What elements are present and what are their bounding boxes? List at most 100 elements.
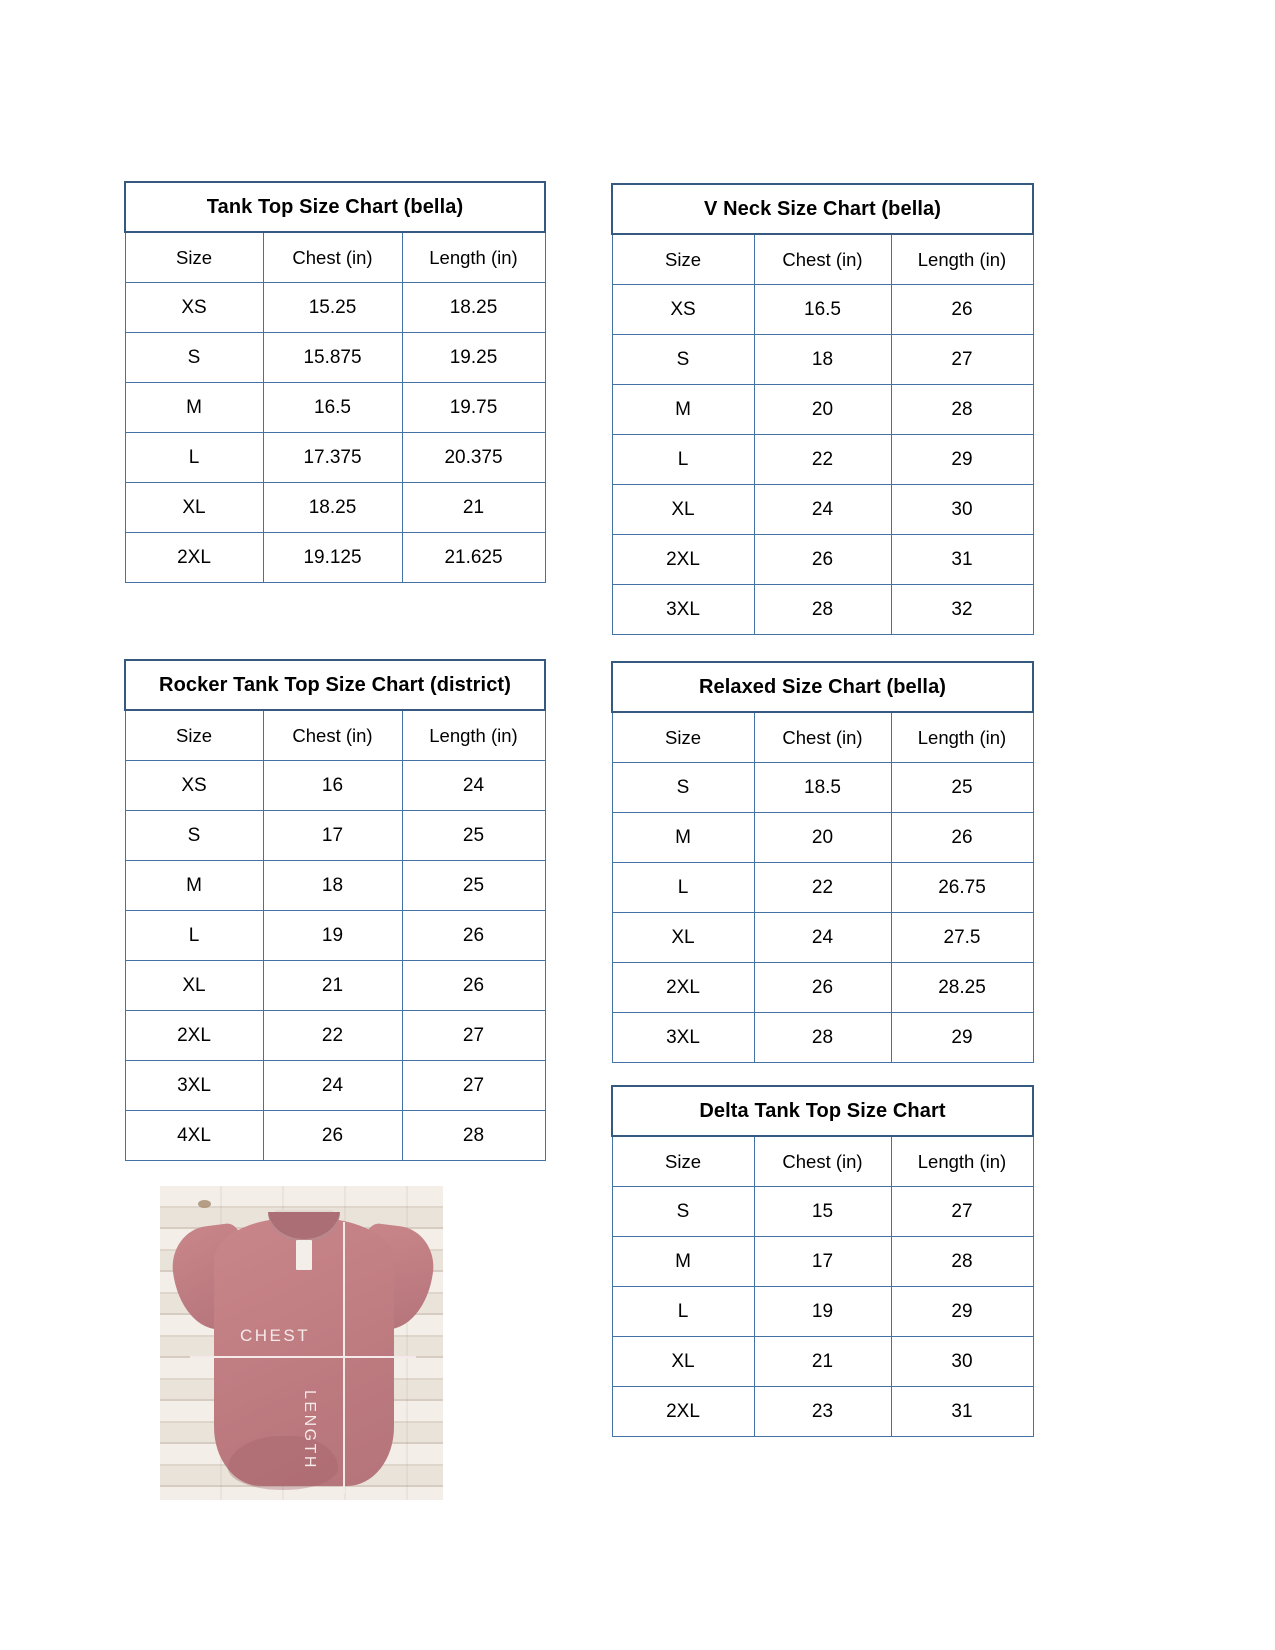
table-row: XS 16.5 26 — [611, 284, 1034, 335]
cell-chest: 18 — [262, 860, 403, 911]
table-row: XL 18.25 21 — [124, 482, 546, 533]
cell-length: 28.25 — [890, 962, 1034, 1013]
t-shirt-graphic: CHEST LENGTH — [167, 1204, 439, 1494]
cell-chest: 18.5 — [753, 762, 892, 813]
cell-chest: 22 — [753, 434, 892, 485]
table-row: XL 21 26 — [124, 960, 546, 1011]
table-row: L 19 29 — [611, 1286, 1034, 1337]
table-row: S 15.875 19.25 — [124, 332, 546, 383]
length-measure-label: LENGTH — [301, 1390, 318, 1470]
size-chart-v-neck: V Neck Size Chart (bella) Size Chest (in… — [611, 183, 1034, 635]
cell-length: 26 — [401, 960, 546, 1011]
size-chart-relaxed: Relaxed Size Chart (bella) Size Chest (i… — [611, 661, 1034, 1063]
column-header-size: Size — [124, 231, 264, 283]
chart-title: Delta Tank Top Size Chart — [611, 1085, 1034, 1137]
table-title-row: Tank Top Size Chart (bella) — [124, 181, 546, 233]
cell-size: M — [124, 382, 264, 433]
length-measure-line — [343, 1222, 345, 1494]
table-row: XL 24 30 — [611, 484, 1034, 535]
table-title-row: V Neck Size Chart (bella) — [611, 183, 1034, 235]
table-row: 3XL 28 32 — [611, 584, 1034, 635]
cell-size: 2XL — [611, 534, 755, 585]
cell-chest: 15.25 — [262, 282, 403, 333]
cell-chest: 26 — [753, 962, 892, 1013]
brand-tag — [296, 1240, 312, 1270]
cell-length: 19.75 — [401, 382, 546, 433]
cell-length: 32 — [890, 584, 1034, 635]
cell-length: 30 — [890, 1336, 1034, 1387]
column-header-length: Length (in) — [890, 711, 1034, 763]
cell-chest: 24 — [262, 1060, 403, 1111]
table-row: 2XL 26 28.25 — [611, 962, 1034, 1013]
cell-length: 31 — [890, 534, 1034, 585]
chest-measure-line — [190, 1356, 416, 1358]
cell-size: XL — [611, 484, 755, 535]
cell-chest: 24 — [753, 912, 892, 963]
column-header-length: Length (in) — [401, 231, 546, 283]
cell-size: XS — [124, 282, 264, 333]
cell-length: 29 — [890, 1012, 1034, 1063]
cell-length: 27 — [401, 1010, 546, 1061]
cell-length: 27 — [890, 334, 1034, 385]
cell-length: 28 — [890, 1236, 1034, 1287]
column-header-size: Size — [611, 233, 755, 285]
cell-chest: 15.875 — [262, 332, 403, 383]
table-row: XS 15.25 18.25 — [124, 282, 546, 333]
cell-size: XL — [124, 482, 264, 533]
cell-chest: 24 — [753, 484, 892, 535]
cell-length: 18.25 — [401, 282, 546, 333]
cell-chest: 28 — [753, 584, 892, 635]
table-title-row: Delta Tank Top Size Chart — [611, 1085, 1034, 1137]
cell-size: S — [611, 762, 755, 813]
column-header-chest: Chest (in) — [262, 709, 403, 761]
cell-chest: 18.25 — [262, 482, 403, 533]
table-row: M 20 28 — [611, 384, 1034, 435]
table-row: 2XL 26 31 — [611, 534, 1034, 585]
chart-title: Relaxed Size Chart (bella) — [611, 661, 1034, 713]
cell-chest: 26 — [753, 534, 892, 585]
cell-size: 2XL — [124, 532, 264, 583]
cell-chest: 17 — [262, 810, 403, 861]
chart-title: Tank Top Size Chart (bella) — [124, 181, 546, 233]
cell-length: 28 — [890, 384, 1034, 435]
column-header-size: Size — [611, 1135, 755, 1187]
cell-chest: 20 — [753, 384, 892, 435]
size-chart-rocker-tank-top: Rocker Tank Top Size Chart (district) Si… — [124, 659, 546, 1161]
cell-chest: 21 — [262, 960, 403, 1011]
cell-chest: 16.5 — [262, 382, 403, 433]
cell-size: 3XL — [611, 1012, 755, 1063]
cell-length: 27.5 — [890, 912, 1034, 963]
cell-length: 29 — [890, 434, 1034, 485]
cell-size: 2XL — [611, 962, 755, 1013]
cell-size: XL — [611, 912, 755, 963]
table-header-row: Size Chest (in) Length (in) — [611, 233, 1034, 285]
cell-size: XL — [124, 960, 264, 1011]
cell-length: 26 — [890, 284, 1034, 335]
chest-measure-label: CHEST — [240, 1326, 311, 1345]
column-header-size: Size — [124, 709, 264, 761]
table-row: XS 16 24 — [124, 760, 546, 811]
cell-chest: 26 — [262, 1110, 403, 1161]
table-row: L 22 26.75 — [611, 862, 1034, 913]
cell-size: XS — [611, 284, 755, 335]
column-header-size: Size — [611, 711, 755, 763]
cell-chest: 19 — [262, 910, 403, 961]
cell-chest: 17 — [753, 1236, 892, 1287]
cell-length: 26 — [890, 812, 1034, 863]
cell-length: 29 — [890, 1286, 1034, 1337]
column-header-chest: Chest (in) — [262, 231, 403, 283]
table-row: L 22 29 — [611, 434, 1034, 485]
size-chart-delta-tank-top: Delta Tank Top Size Chart Size Chest (in… — [611, 1085, 1034, 1437]
cell-chest: 17.375 — [262, 432, 403, 483]
table-title-row: Relaxed Size Chart (bella) — [611, 661, 1034, 713]
cell-size: XS — [124, 760, 264, 811]
cell-length: 26 — [401, 910, 546, 961]
cell-size: S — [124, 332, 264, 383]
cell-length: 27 — [890, 1186, 1034, 1237]
table-row: 2XL 19.125 21.625 — [124, 532, 546, 583]
cell-size: L — [611, 862, 755, 913]
cell-chest: 16.5 — [753, 284, 892, 335]
cell-size: M — [611, 812, 755, 863]
column-header-chest: Chest (in) — [753, 711, 892, 763]
